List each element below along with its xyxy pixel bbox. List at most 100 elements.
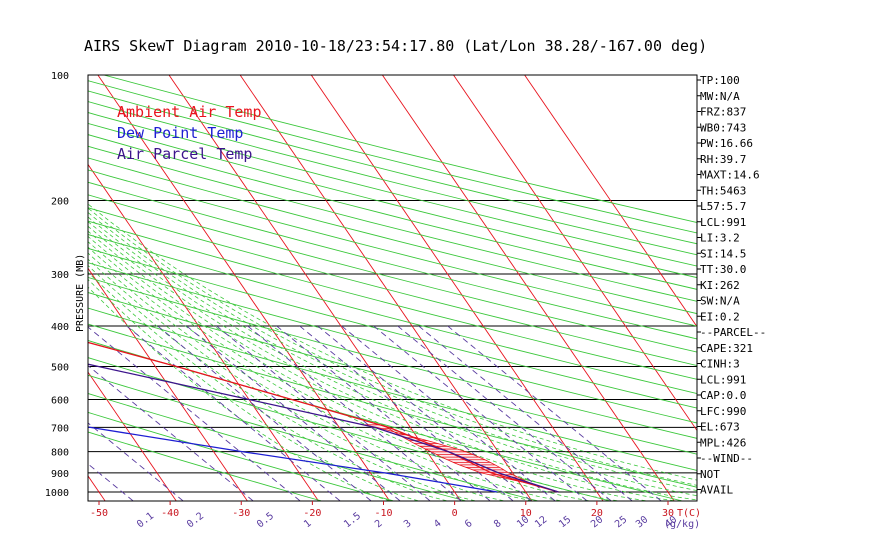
sounding-index: --PARCEL-- <box>700 326 766 339</box>
mixing-ratio-label: 1 <box>302 518 314 530</box>
sounding-index: SW:N/A <box>700 295 740 308</box>
dry-adiabat-line <box>88 262 697 424</box>
mixing-ratio-label: 1.5 <box>342 511 363 531</box>
dry-adiabat-line <box>88 207 697 367</box>
moist-adiabat-line <box>88 258 504 501</box>
moist-adiabat-line <box>88 286 390 501</box>
mixing-ratio-label: 25 <box>613 514 629 530</box>
dry-adiabat-line <box>88 374 538 501</box>
moist-adiabat-line <box>88 252 532 501</box>
pressure-tick-label: 700 <box>51 423 69 434</box>
bottom-temp-label: -50 <box>90 508 108 519</box>
bottom-temp-label: -20 <box>303 508 321 519</box>
moist-adiabat-line <box>88 246 561 501</box>
isotherm-line <box>524 75 697 328</box>
dry-adiabat-line <box>88 247 697 409</box>
dry-adiabat-line <box>88 292 697 455</box>
sounding-index: MW:N/A <box>700 90 740 103</box>
mixing-ratio-line <box>157 325 372 501</box>
mixing-ratio-label: 0.2 <box>185 511 206 531</box>
mixing-ratio-label: 0.5 <box>255 511 276 531</box>
moist-adiabat-line <box>88 235 618 501</box>
sounding-index: NOT <box>700 468 720 481</box>
sounding-index: FRZ:837 <box>700 106 746 119</box>
isotherm-line <box>310 75 604 501</box>
pressure-tick-label: 1000 <box>45 488 69 499</box>
pressure-tick-label: 300 <box>51 270 69 281</box>
mixing-ratio-line <box>88 326 301 501</box>
sounding-index: TP:100 <box>700 74 740 87</box>
bottom-temp-label: 20 <box>591 508 603 519</box>
bottom-temp-label: -10 <box>374 508 392 519</box>
mixing-ratio-line <box>418 325 633 501</box>
plot-frame <box>87 74 698 502</box>
moist-adiabat-line <box>88 207 697 486</box>
bottom-temp-label: -30 <box>232 508 250 519</box>
sounding-index: L57:5.7 <box>700 200 746 213</box>
isotherm-line <box>0 75 34 501</box>
dry-adiabat-line <box>88 411 394 501</box>
sounding-index: CAP:0.0 <box>700 389 746 402</box>
bottom-temp-label: 10 <box>520 508 532 519</box>
isotherm-line <box>381 75 675 501</box>
sounding-index: KI:262 <box>700 279 740 292</box>
dry-adiabat-line <box>88 101 697 256</box>
isotherm-line <box>168 75 462 501</box>
sounding-index: AVAIL <box>700 484 733 497</box>
mixing-ratio-label: 8 <box>492 518 504 530</box>
mixing-ratio-line <box>276 325 491 501</box>
sounding-index: RH:39.7 <box>700 153 746 166</box>
mixing-ratio-line <box>247 325 462 501</box>
mixing-ratio-line <box>397 325 612 501</box>
dew-point-temp-line <box>88 426 498 493</box>
sounding-index: LCL:991 <box>700 373 746 386</box>
dry-adiabat-line <box>88 134 697 290</box>
mixing-ratio-line <box>126 325 341 501</box>
dry-adiabat-line <box>88 323 697 488</box>
sounding-index: EL:673 <box>700 421 740 434</box>
bottom-temp-label: 0 <box>452 508 458 519</box>
sounding-index: LI:3.2 <box>700 232 740 245</box>
mixing-ratio-line <box>373 325 588 501</box>
sounding-index: MAXT:14.6 <box>700 169 760 182</box>
sounding-index: WB0:743 <box>700 121 746 134</box>
legend-entry: Ambient Air Temp <box>117 103 262 121</box>
moist-adiabat-line <box>88 221 697 501</box>
dry-adiabat-line <box>88 112 697 267</box>
mixing-ratio-line <box>341 325 556 501</box>
pressure-tick-label: 400 <box>51 322 69 333</box>
sounding-index: LFC:990 <box>700 405 746 418</box>
pressure-tick-label: 600 <box>51 395 69 406</box>
mixing-ratio-line <box>88 463 134 501</box>
pressure-tick-label: 900 <box>51 469 69 480</box>
dry-adiabat-line <box>88 276 697 439</box>
sounding-index: LCL:991 <box>700 216 746 229</box>
dry-adiabat-line <box>88 122 697 279</box>
dry-adiabat-line <box>88 169 697 327</box>
mixing-ratio-label: 6 <box>463 518 475 530</box>
sounding-index: PW:16.66 <box>700 137 753 150</box>
dry-adiabat-line <box>88 357 610 501</box>
dry-adiabat-line <box>88 431 322 501</box>
isotherm-line <box>88 371 177 501</box>
legend-entry: Air Parcel Temp <box>117 145 252 163</box>
bottom-temp-label: 30 <box>662 508 674 519</box>
mixing-ratio-line <box>88 365 254 501</box>
isotherm-line <box>88 267 248 501</box>
mixing-ratio-label: 15 <box>557 514 573 530</box>
mixing-ratio-line <box>186 325 401 501</box>
sounding-index: MPL:426 <box>700 436 746 449</box>
dry-adiabat-line <box>88 234 697 394</box>
dry-adiabat-line <box>88 157 697 315</box>
mixing-ratio-label: 3 <box>402 518 414 530</box>
mixing-ratio-line <box>88 422 184 501</box>
legend-entry: Dew Point Temp <box>117 124 243 142</box>
bottom-temp-label: -40 <box>161 508 179 519</box>
pressure-tick-label: 200 <box>51 197 69 208</box>
sounding-index: TH:5463 <box>700 184 746 197</box>
sounding-index: SI:14.5 <box>700 247 746 260</box>
mixing-ratio-label: 0.1 <box>135 511 156 531</box>
mixing-ratio-label: 4 <box>432 518 444 530</box>
y-axis-label: PRESSURE (MB) <box>75 254 86 332</box>
